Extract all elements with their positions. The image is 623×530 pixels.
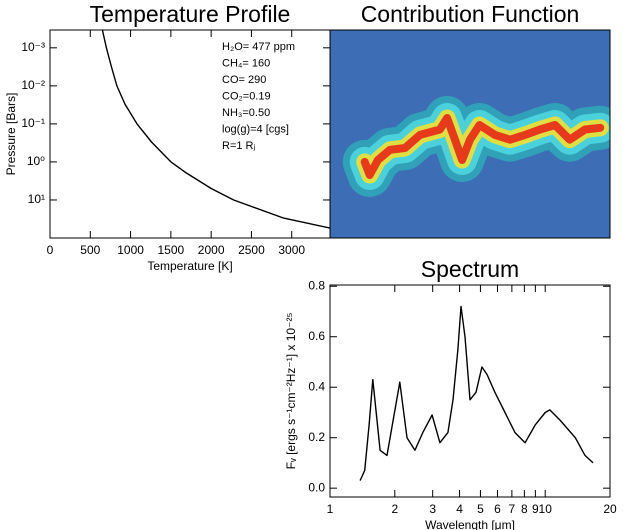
x-tick-label: 8 bbox=[521, 502, 528, 516]
x-tick-label: 4 bbox=[456, 502, 463, 516]
y-tick-label: 0.4 bbox=[308, 379, 325, 393]
x-tick-label: 3000 bbox=[278, 243, 305, 257]
data-line bbox=[101, 30, 330, 229]
x-tick-label: 1500 bbox=[158, 243, 185, 257]
y-tick-label: 0.8 bbox=[308, 278, 325, 292]
annotation: CO= 290 bbox=[222, 74, 266, 86]
y-tick-label: 10⁻² bbox=[21, 78, 45, 92]
annotation: log(g)=4 [cgs] bbox=[222, 123, 289, 135]
data-line bbox=[359, 305, 594, 481]
x-tick-label: 5 bbox=[477, 502, 484, 516]
annotation: R=1 Rⱼ bbox=[222, 140, 255, 152]
y-axis-label: Fᵥ [ergs s⁻¹cm⁻²Hz⁻¹] x 10⁻²⁵ bbox=[284, 313, 298, 470]
plot-frame bbox=[329, 29, 611, 239]
x-tick-label: 1000 bbox=[117, 243, 144, 257]
annotation: NH₃=0.50 bbox=[222, 107, 270, 119]
y-tick-label: 0.2 bbox=[308, 430, 325, 444]
y-axis-label: Pressure [Bars] bbox=[4, 93, 18, 176]
y-tick-label: 10¹ bbox=[28, 192, 45, 206]
x-tick-label: 0 bbox=[47, 243, 54, 257]
x-tick-label: 2500 bbox=[238, 243, 265, 257]
annotation: CO₂=0.19 bbox=[222, 90, 271, 102]
y-tick-label: 10⁻³ bbox=[21, 40, 45, 54]
x-tick-label: 1 bbox=[327, 502, 334, 516]
y-tick-label: 10⁰ bbox=[27, 154, 45, 168]
y-tick-label: 0.0 bbox=[308, 480, 325, 494]
y-tick-label: 0.6 bbox=[308, 329, 325, 343]
x-tick-label: 500 bbox=[80, 243, 100, 257]
chart-title: Temperature Profile bbox=[90, 1, 291, 27]
annotation: H₂O= 477 ppm bbox=[222, 41, 295, 53]
x-tick-label: 9 bbox=[532, 502, 539, 516]
x-axis-label: Wavelength [μm] bbox=[425, 518, 515, 530]
x-tick-label: 3 bbox=[429, 502, 436, 516]
contribution-ridge bbox=[360, 114, 605, 179]
x-tick-label: 10 bbox=[539, 502, 553, 516]
chart-title: Contribution Function bbox=[361, 1, 580, 27]
y-tick-label: 10⁻¹ bbox=[21, 116, 45, 130]
x-tick-label: 2000 bbox=[198, 243, 225, 257]
x-tick-label: 6 bbox=[494, 502, 501, 516]
annotation: CH₄= 160 bbox=[222, 57, 270, 69]
plot-frame bbox=[329, 284, 611, 498]
x-axis-label: Temperature [K] bbox=[147, 259, 232, 273]
x-tick-label: 2 bbox=[391, 502, 398, 516]
x-tick-label: 7 bbox=[509, 502, 516, 516]
chart-title: Spectrum bbox=[421, 256, 519, 282]
x-tick-label: 20 bbox=[603, 502, 617, 516]
